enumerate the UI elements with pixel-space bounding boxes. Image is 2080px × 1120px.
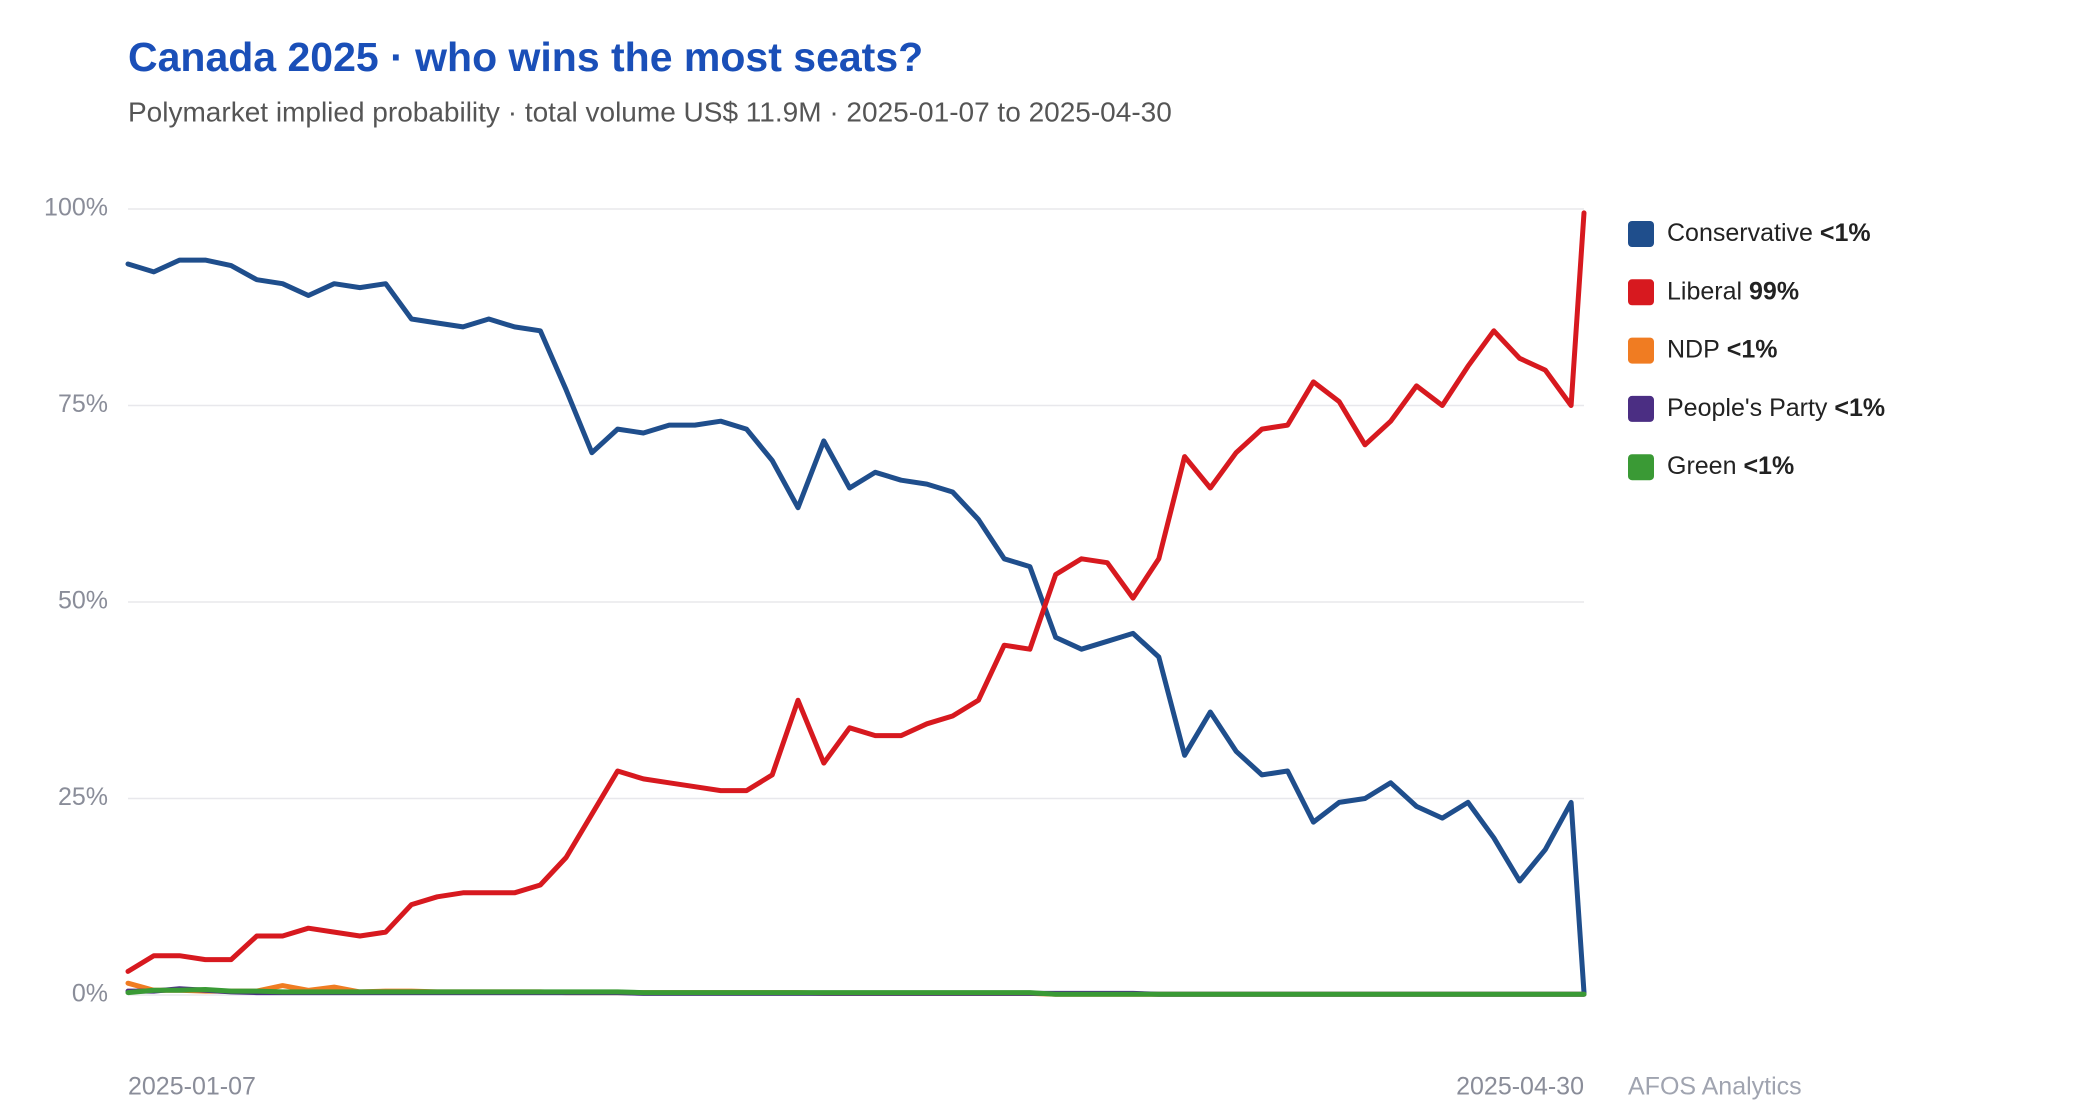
legend-label: NDP <1% [1667,335,1777,363]
legend-name: NDP [1667,335,1720,363]
legend-value: <1% [1727,335,1778,363]
chart-subtitle: Polymarket implied probability · total v… [128,96,1172,127]
legend-label: Liberal 99% [1667,277,1799,305]
legend-name: Conservative [1667,219,1813,247]
y-tick-label: 100% [44,194,108,222]
y-tick-label: 25% [58,783,108,811]
y-tick-label: 50% [58,587,108,615]
series-line [125,210,1587,974]
legend-swatch [1628,395,1654,422]
source-credit: AFOS Analytics [1628,1073,1802,1101]
legend-value: 99% [1749,277,1799,305]
legend-label: Green <1% [1667,452,1794,480]
legend-swatch [1628,279,1654,306]
y-tick-label: 0% [72,980,108,1008]
legend-value: <1% [1743,452,1794,480]
legend-swatch [1628,454,1654,481]
legend-swatch [1628,221,1654,247]
series-line [125,987,1587,997]
series-line [125,257,1587,996]
legend-label: Conservative <1% [1667,219,1871,247]
x-tick-label: 2025-04-30 [1456,1073,1584,1101]
legend-name: Green [1667,452,1736,480]
legend-swatch [1628,337,1654,364]
legend-value: <1% [1820,219,1871,247]
legend-label: People's Party <1% [1667,394,1885,422]
x-tick-label: 2025-01-07 [128,1073,256,1101]
legend-value: <1% [1834,394,1885,422]
y-tick-label: 75% [58,390,108,418]
legend-name: People's Party [1667,394,1828,422]
legend-name: Liberal [1667,277,1742,305]
chart-title: Canada 2025 · who wins the most seats? [128,34,923,80]
